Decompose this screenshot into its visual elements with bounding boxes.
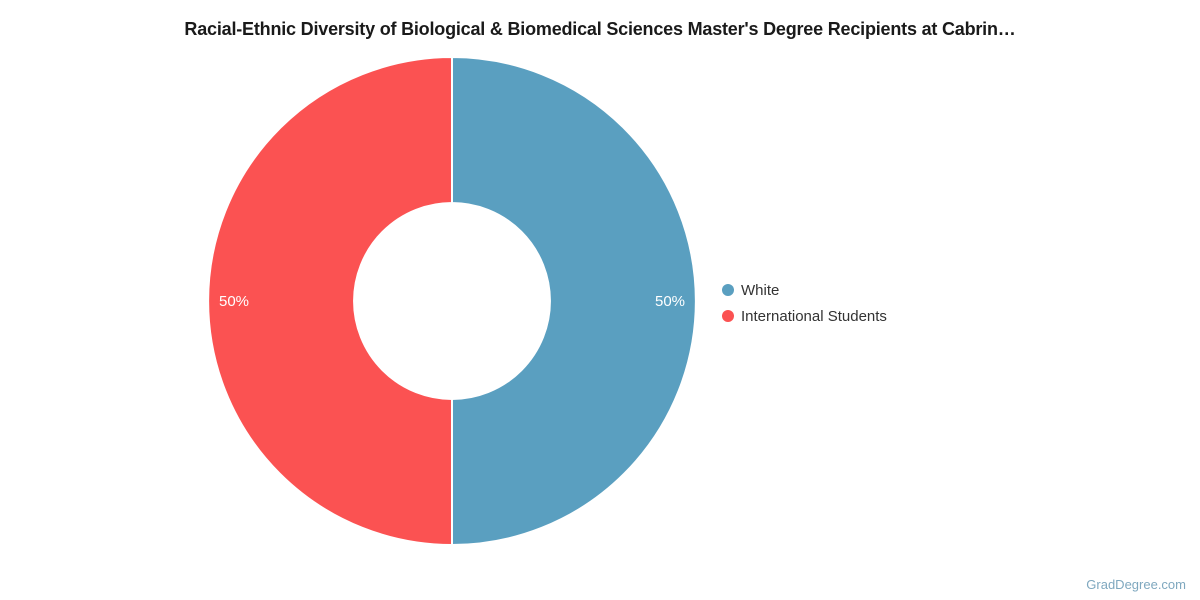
legend-item-white[interactable]: White [722, 277, 887, 303]
chart-title: Racial-Ethnic Diversity of Biological & … [184, 19, 1016, 39]
legend-label-white: White [741, 281, 780, 299]
legend: White International Students [722, 277, 887, 329]
watermark-link[interactable]: GradDegree.com [1086, 577, 1186, 592]
legend-item-international-students[interactable]: International Students [722, 303, 887, 329]
slice-label-international-students: 50% [219, 293, 249, 310]
legend-marker-white [722, 284, 734, 296]
pie-slice-white[interactable] [451, 55, 697, 547]
legend-label-international-students: International Students [741, 307, 887, 325]
legend-marker-international-students [722, 310, 734, 322]
slice-label-white: 50% [655, 293, 685, 310]
pie-slice-international-students[interactable] [207, 55, 453, 547]
